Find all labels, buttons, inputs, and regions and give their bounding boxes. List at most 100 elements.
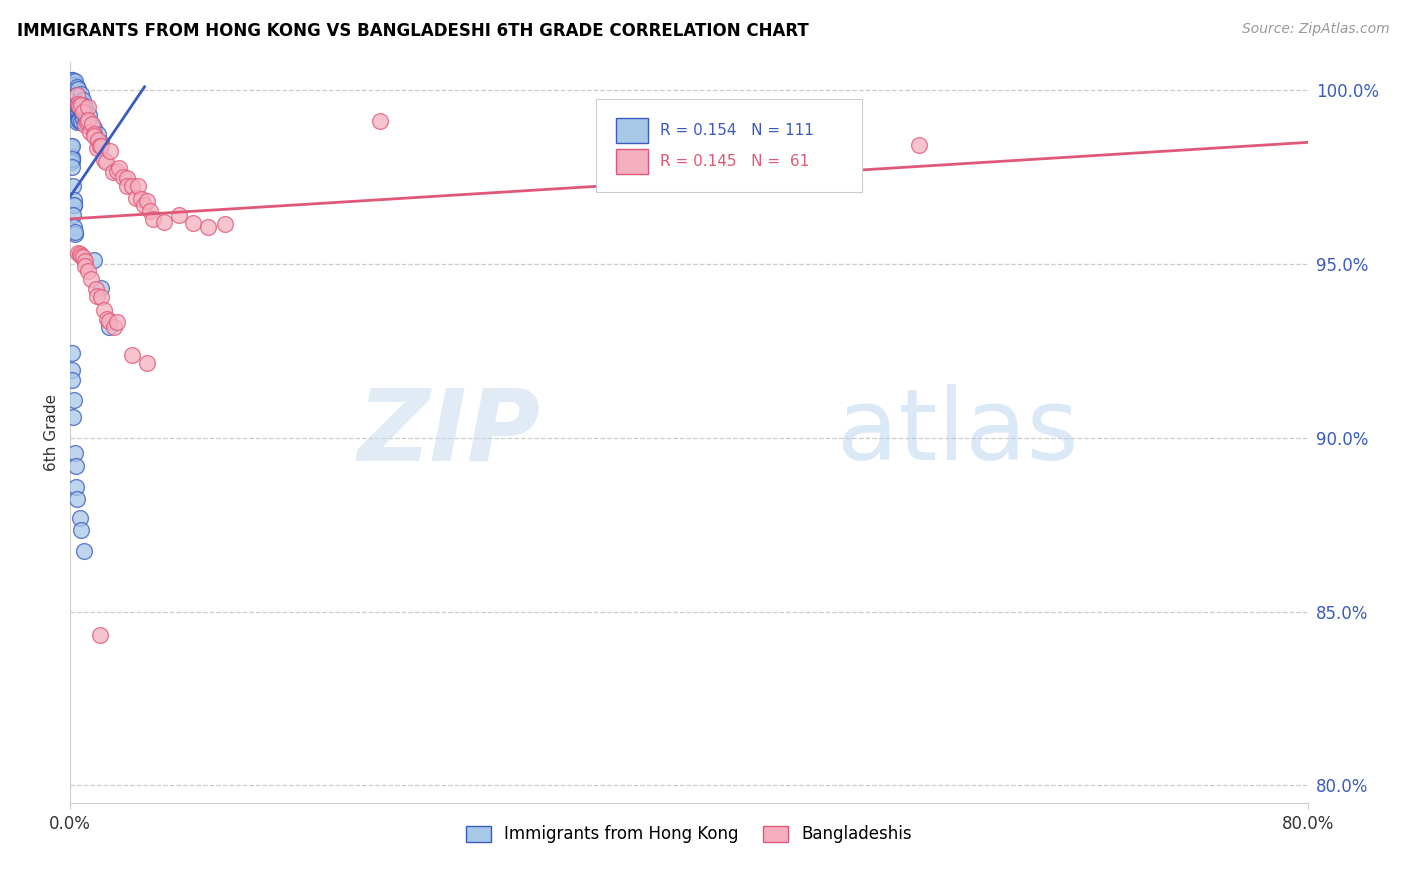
Point: [90, 280, 112, 294]
Point: [73, 99, 96, 113]
Point: [77, 107, 100, 121]
Point: [65, 111, 87, 125]
Point: [72, 93, 94, 107]
Text: ZIP: ZIP: [357, 384, 540, 481]
Point: [153, 215, 176, 229]
Point: [70, 95, 93, 110]
Point: [77, 112, 100, 127]
Text: atlas: atlas: [838, 384, 1078, 481]
Point: [70, 249, 93, 263]
Point: [60, 87, 83, 102]
Point: [60, 346, 83, 360]
Point: [67, 95, 90, 109]
Point: [66, 103, 89, 118]
Point: [84, 282, 107, 296]
Point: [76, 264, 98, 278]
Point: [63, 446, 86, 460]
Point: [105, 315, 128, 329]
Point: [93, 303, 115, 318]
Point: [62, 207, 84, 221]
Point: [87, 132, 110, 146]
FancyBboxPatch shape: [596, 99, 862, 192]
Point: [67, 103, 90, 117]
Point: [83, 128, 105, 143]
Point: [60, 82, 83, 96]
Point: [62, 80, 84, 95]
Point: [67, 113, 90, 128]
Point: [117, 179, 139, 194]
Point: [60, 373, 83, 387]
Point: [60, 151, 83, 165]
Point: [75, 259, 97, 273]
Point: [66, 104, 89, 119]
Point: [69, 511, 91, 525]
Point: [60, 362, 83, 376]
Point: [73, 118, 96, 132]
Point: [134, 198, 156, 212]
Point: [368, 114, 391, 128]
Point: [62, 73, 84, 87]
Point: [65, 480, 87, 494]
Point: [72, 112, 94, 127]
Point: [63, 392, 86, 407]
Text: R = 0.154   N = 111: R = 0.154 N = 111: [661, 123, 814, 138]
Point: [125, 191, 148, 205]
Point: [83, 121, 105, 136]
Point: [70, 87, 93, 101]
Point: [103, 165, 125, 179]
Point: [86, 141, 108, 155]
Point: [66, 103, 89, 118]
Point: [108, 161, 131, 175]
Point: [214, 217, 236, 231]
Point: [103, 320, 125, 334]
Point: [121, 178, 143, 193]
Point: [62, 104, 84, 119]
Point: [72, 544, 94, 558]
Point: [72, 106, 94, 120]
Point: [66, 87, 89, 102]
Point: [63, 84, 86, 98]
Point: [90, 136, 112, 150]
Point: [96, 155, 118, 169]
Point: [66, 88, 89, 103]
Point: [169, 208, 191, 222]
Point: [62, 78, 84, 93]
Point: [136, 194, 159, 209]
Point: [63, 103, 86, 118]
Point: [83, 252, 105, 267]
Point: [80, 117, 103, 131]
Point: [832, 142, 855, 156]
Point: [98, 314, 121, 328]
Point: [90, 290, 112, 304]
Point: [75, 116, 97, 130]
Point: [67, 99, 90, 113]
Point: [69, 95, 91, 109]
Point: [96, 311, 118, 326]
Point: [70, 103, 93, 118]
Point: [65, 83, 87, 97]
Point: [89, 628, 111, 642]
Point: [65, 80, 87, 95]
Point: [65, 98, 87, 112]
Point: [65, 107, 87, 121]
Point: [80, 118, 103, 132]
Point: [60, 139, 83, 153]
Point: [62, 86, 84, 100]
Point: [65, 97, 87, 112]
Point: [62, 90, 84, 104]
Point: [65, 88, 87, 103]
Point: [66, 98, 89, 112]
Point: [70, 96, 93, 111]
FancyBboxPatch shape: [616, 149, 648, 174]
Point: [66, 95, 89, 109]
Point: [112, 169, 135, 184]
Point: [129, 192, 152, 206]
Point: [60, 85, 83, 99]
Point: [63, 88, 86, 103]
Point: [66, 115, 89, 129]
Point: [62, 179, 84, 194]
Point: [62, 76, 84, 90]
Point: [72, 104, 94, 119]
FancyBboxPatch shape: [616, 118, 648, 143]
Point: [83, 127, 105, 141]
